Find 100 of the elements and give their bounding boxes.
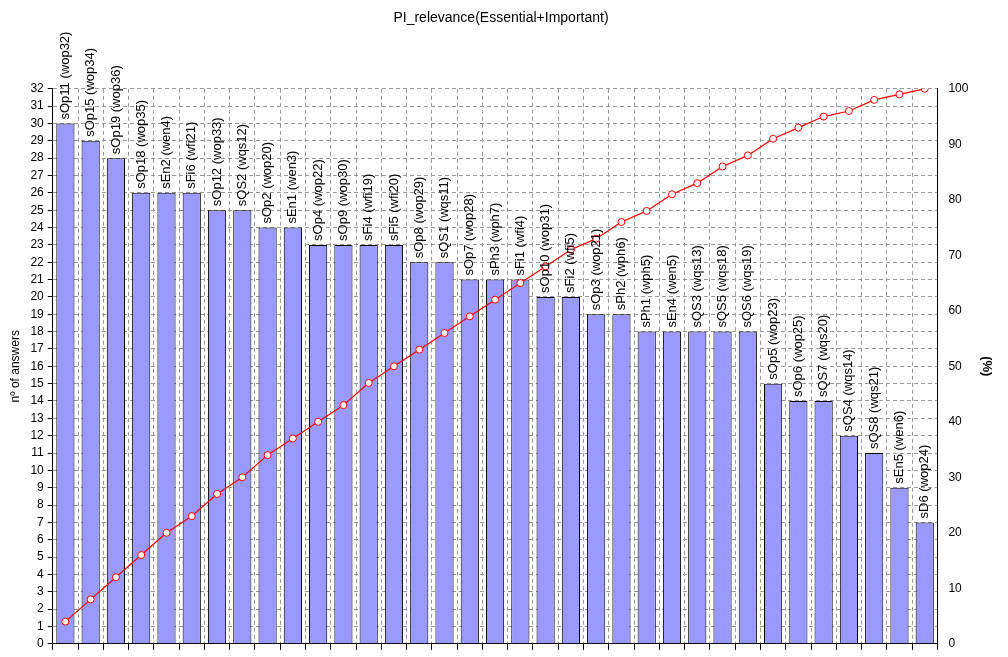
point [415,345,424,354]
y2-tick-label: 0 [948,636,956,651]
x-tick-label: sOp9 (wop30) [334,159,350,241]
y-tick-label: 1 [37,618,45,633]
y-tick-label: 5 [37,549,45,564]
point [642,206,651,215]
y-tick-label: 19 [30,306,45,321]
y2-axis-title: (%) [979,356,995,377]
point [870,95,879,104]
x-tick-label: sFi1 (wfi4) [511,215,527,276]
x-tick-label: sQS4 (wqs14) [840,349,856,432]
x-tick-label: sEn5 (wen6) [891,410,907,484]
point [465,312,474,321]
point [137,551,146,559]
point [844,107,853,115]
y-axis-title: nº of answers [7,330,22,403]
point [213,489,222,498]
y-tick-label: 13 [30,410,45,425]
y2-tick-label: 10 [948,580,963,595]
point [819,112,828,121]
y2-tick-label: 90 [948,136,963,151]
y-tick-label: 25 [30,202,45,217]
x-tick-label: sQS7 (wqs20) [815,314,831,397]
x-tick-label: sQS1 (wqs11) [436,176,452,259]
y-tick-label: 15 [30,375,45,390]
x-tick-label: sQS2 (wqs12) [233,123,249,207]
x-tick-label: sOp11 (wop32) [56,31,72,120]
chart-title: PI_relevance(Essential+Important) [393,9,609,26]
x-tick-label: sOp19 (wop36) [107,65,123,155]
y-tick-label: 28 [30,150,45,165]
y-tick-label: 14 [30,393,45,408]
y-tick-label: 23 [30,237,45,252]
y-tick-label: 27 [30,167,45,182]
y-tick-label: 2 [37,601,45,616]
x-tick-label: sQS5 (wqs18) [714,245,730,328]
point [162,528,171,537]
y2-tick-label: 40 [948,414,963,429]
x-tick-label: sPh1 (wph5) [638,254,654,328]
point [718,162,727,171]
y-tick-label: 8 [37,497,45,512]
point [263,451,272,460]
y-tick-label: 10 [30,462,45,477]
y-tick-label: 22 [30,254,45,269]
x-tick-label: sPh2 (wph6) [613,237,629,311]
x-tick-label: sFi2 (wfi5) [562,232,578,293]
x-tick-label: sEn1 (wen3) [284,150,300,224]
y-tick-label: 32 [30,81,45,96]
point [769,134,778,143]
point [187,512,196,521]
y-tick-label: 24 [30,219,45,234]
x-tick-label: sFi5 (wfi20) [385,173,401,241]
point [111,573,120,582]
y2-tick-label: 60 [948,303,963,318]
point [693,179,702,188]
point [61,617,70,626]
point [617,218,626,226]
x-tick-label: sQS3 (wqs13) [688,245,704,328]
point [440,329,449,337]
point [667,190,676,199]
point [743,151,752,160]
y-tick-label: 4 [37,566,45,581]
y-tick-label: 31 [30,98,45,113]
y-tick-label: 7 [37,514,45,529]
y-tick-label: 17 [30,341,45,356]
x-tick-label: sFi4 (wfi19) [360,173,376,241]
point [339,401,348,410]
y-tick-label: 30 [30,115,45,130]
x-tick-label: sOp12 (wop33) [208,117,224,207]
point [364,378,373,387]
point [314,417,323,426]
point [895,90,904,99]
y-tick-label: 12 [30,427,45,442]
y-tick-label: 26 [30,185,45,200]
x-tick-label: sQS6 (wqs19) [739,245,755,328]
x-tick-label: sOp6 (wop25) [789,315,805,397]
point [516,279,525,288]
y2-tick-label: 20 [948,525,963,540]
y-tick-label: 6 [37,532,45,547]
x-tick-label: sFi6 (wfi21) [183,121,199,189]
y-tick-label: 18 [30,323,45,338]
x-tick-label: sOp7 (wop28) [461,193,477,276]
point [794,123,803,132]
y-tick-label: 20 [30,289,45,304]
x-tick-label: sOp3 (wop21) [587,228,603,311]
x-tick-label: sOp15 (wop34) [82,47,98,137]
x-tick-label: sOp8 (wop29) [410,176,426,259]
y2-tick-label: 50 [948,358,963,373]
point [238,473,247,482]
x-tick-label: sEn2 (wen4) [158,115,174,189]
point [86,595,95,604]
y2-tick-label: 30 [948,469,963,484]
x-tick-label: sQS8 (wqs21) [865,366,881,450]
x-tick-label: sOp2 (wop20) [259,141,275,224]
point [491,295,500,304]
y2-tick-label: 80 [948,192,963,207]
x-tick-label: sOp10 (wop31) [537,204,553,293]
y2-tick-label: 70 [948,247,963,262]
y-tick-label: 9 [37,480,45,495]
y-tick-label: 11 [31,445,45,460]
x-tick-label: sOp4 (wop22) [309,159,325,241]
